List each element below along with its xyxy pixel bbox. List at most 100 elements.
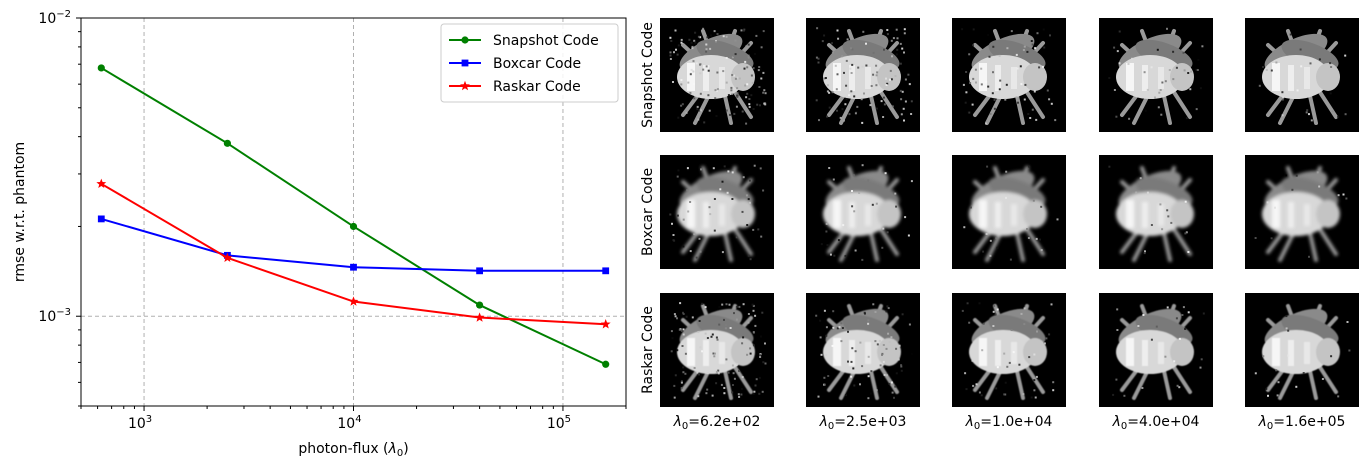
noise-pixel — [671, 222, 673, 225]
noise-pixel — [867, 355, 870, 358]
noise-pixel — [680, 381, 683, 384]
noise-pixel — [1331, 110, 1334, 113]
bee-stripe — [1304, 204, 1310, 226]
noise-pixel — [747, 313, 750, 315]
noise-pixel — [714, 97, 717, 100]
noise-pixel — [817, 61, 820, 64]
noise-pixel — [691, 45, 694, 48]
noise-pixel — [1187, 72, 1190, 74]
legend-label: Boxcar Code — [493, 56, 581, 72]
noise-pixel — [825, 326, 828, 329]
noise-pixel — [961, 28, 964, 31]
noise-pixel — [823, 383, 826, 386]
noise-pixel — [853, 384, 856, 387]
noise-pixel — [856, 105, 859, 108]
noise-pixel — [1187, 251, 1190, 253]
noise-pixel — [676, 175, 679, 178]
noise-pixel — [894, 192, 897, 195]
noise-pixel — [724, 327, 727, 330]
noise-pixel — [1295, 174, 1298, 177]
noise-pixel — [1113, 46, 1116, 49]
noise-pixel — [701, 302, 704, 305]
noise-pixel — [748, 98, 751, 100]
noise-pixel — [731, 364, 734, 367]
noise-pixel — [680, 104, 683, 107]
noise-pixel — [686, 168, 689, 171]
noise-pixel — [675, 48, 677, 51]
noise-pixel — [886, 82, 889, 85]
row-label: Boxcar Code — [640, 168, 656, 256]
noise-pixel — [759, 356, 762, 358]
tile-content — [670, 302, 767, 400]
noise-pixel — [1160, 113, 1163, 116]
bee-stripe — [703, 340, 709, 366]
noise-pixel — [883, 48, 885, 51]
noise-pixel — [882, 96, 885, 99]
noise-pixel — [761, 390, 764, 393]
noise-pixel — [826, 90, 829, 93]
noise-pixel — [900, 98, 903, 101]
noise-pixel — [890, 336, 893, 339]
noise-pixel — [825, 222, 828, 225]
reconstruction-tile — [660, 18, 774, 132]
noise-pixel — [900, 364, 903, 366]
noise-pixel — [845, 84, 848, 87]
noise-pixel — [851, 190, 853, 192]
noise-pixel — [882, 360, 885, 363]
bee-figure — [677, 29, 755, 125]
noise-pixel — [1310, 119, 1313, 122]
noise-pixel — [733, 377, 736, 380]
noise-pixel — [895, 347, 898, 350]
bee-wing — [1135, 314, 1193, 346]
noise-pixel — [881, 246, 884, 249]
noise-pixel — [764, 92, 767, 95]
noise-pixel — [1048, 98, 1051, 101]
noise-pixel — [1020, 83, 1023, 86]
noise-pixel — [851, 63, 854, 66]
noise-pixel — [889, 78, 892, 81]
noise-pixel — [746, 83, 749, 86]
noise-pixel — [673, 239, 676, 242]
noise-pixel — [1330, 66, 1333, 68]
noise-pixel — [745, 122, 748, 125]
noise-pixel — [672, 234, 675, 236]
noise-pixel — [891, 55, 893, 58]
noise-pixel — [900, 113, 903, 116]
noise-pixel — [1052, 389, 1055, 392]
noise-pixel — [738, 77, 741, 80]
column-label: λ0=6.2e+02 — [673, 414, 761, 432]
noise-pixel — [840, 340, 843, 343]
noise-pixel — [902, 107, 905, 110]
noise-pixel — [899, 42, 902, 45]
noise-pixel — [756, 103, 759, 106]
noise-pixel — [689, 91, 692, 94]
noise-pixel — [963, 226, 966, 229]
reconstruction-tile — [1099, 18, 1213, 132]
noise-pixel — [1033, 379, 1036, 382]
bee-head — [1170, 200, 1194, 228]
noise-pixel — [1344, 113, 1347, 116]
noise-pixel — [1026, 228, 1028, 230]
noise-pixel — [1027, 237, 1030, 239]
noise-pixel — [705, 50, 708, 53]
noise-pixel — [881, 354, 883, 356]
bee-stripe — [833, 338, 841, 366]
noise-pixel — [894, 385, 897, 388]
noise-pixel — [882, 344, 885, 346]
noise-pixel — [892, 37, 895, 40]
noise-pixel — [816, 27, 819, 30]
bee-stripe — [1142, 340, 1148, 366]
x-tick-label: 105 — [547, 414, 571, 432]
noise-pixel — [743, 28, 746, 31]
bee-stripe — [1158, 342, 1164, 364]
noise-pixel — [1150, 66, 1153, 69]
noise-pixel — [1056, 218, 1059, 221]
bee-figure — [1116, 166, 1194, 262]
noise-pixel — [754, 324, 757, 327]
noise-pixel — [1266, 201, 1269, 204]
noise-pixel — [839, 116, 842, 119]
noise-pixel — [731, 56, 734, 59]
noise-pixel — [750, 74, 753, 77]
bee-stripe — [1288, 202, 1294, 228]
